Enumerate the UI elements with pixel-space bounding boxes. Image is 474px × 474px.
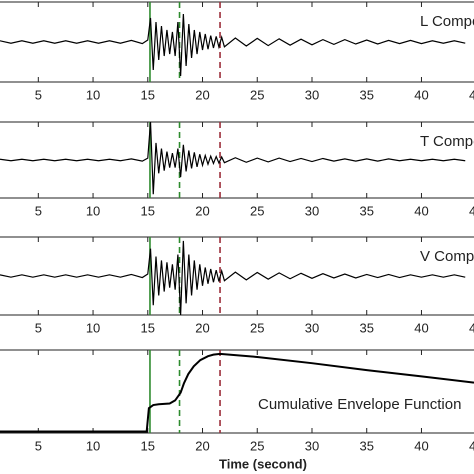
panel-frame [0,121,474,199]
x-tick-label: 20 [195,320,209,335]
x-tick-label: 45 [469,203,474,218]
x-tick-label: 25 [250,320,264,335]
x-tick-label: 10 [86,203,100,218]
x-tick-label: 30 [305,87,319,102]
x-tick-label: 25 [250,203,264,218]
x-tick-label: 25 [250,87,264,102]
x-tick-label: 40 [414,203,428,218]
x-tick-label: 15 [141,320,155,335]
x-tick-label: 35 [359,203,373,218]
x-tick-label: 40 [414,438,428,453]
x-tick-label: 30 [305,203,319,218]
x-tick-label: 5 [35,203,42,218]
trace [0,121,466,195]
x-tick-label: 45 [469,438,474,453]
x-tick-label: 30 [305,320,319,335]
x-tick-label: 40 [414,320,428,335]
x-tick-label: 5 [35,87,42,102]
x-tick-label: 20 [195,87,209,102]
x-tick-label: 10 [86,320,100,335]
x-tick-label: 30 [305,438,319,453]
trace [0,352,474,433]
x-tick-label: 10 [86,87,100,102]
panel-frame [0,1,474,83]
x-tick-label: 20 [195,203,209,218]
x-tick-label: 5 [35,438,42,453]
panel-title: T Component [420,133,474,150]
x-tick-label: 45 [469,87,474,102]
x-tick-label: 40 [414,87,428,102]
x-tick-label: 5 [35,320,42,335]
x-tick-label: 15 [141,87,155,102]
trace [0,240,466,316]
trace [0,13,466,77]
x-tick-label: 25 [250,438,264,453]
x-tick-label: 10 [86,438,100,453]
panel-title: L Component [420,13,474,30]
x-tick-label: 35 [359,87,373,102]
panel-frame [0,236,474,316]
x-tick-label: 45 [469,320,474,335]
panel-title: V Component [420,248,474,265]
x-tick-label: 35 [359,438,373,453]
x-tick-label: 15 [141,438,155,453]
x-tick-label: 15 [141,203,155,218]
panel-title: Cumulative Envelope Function [258,396,461,413]
x-tick-label: 35 [359,320,373,335]
x-tick-label: 20 [195,438,209,453]
x-axis-label: Time (second) [219,456,307,471]
panel-frame [0,349,474,434]
